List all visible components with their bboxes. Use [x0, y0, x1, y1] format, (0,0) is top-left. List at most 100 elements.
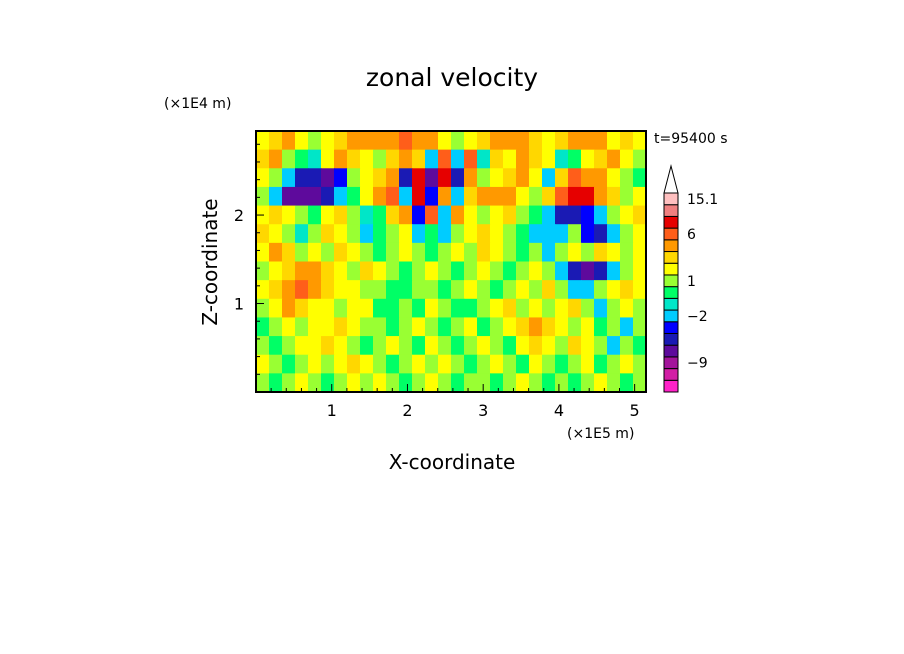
heatmap-cell [399, 336, 413, 356]
heatmap-cell [490, 131, 504, 151]
heatmap-cell [386, 317, 400, 337]
heatmap-cell [529, 131, 543, 151]
heatmap-cell [451, 168, 465, 188]
heatmap-cell [594, 373, 608, 393]
heatmap-cell [308, 317, 322, 337]
colorbar-swatch [663, 262, 679, 276]
heatmap-cell [321, 336, 335, 356]
heatmap-cell [529, 242, 543, 263]
heatmap-cell [477, 242, 491, 263]
heatmap-cell [399, 298, 413, 319]
colorbar-swatch [663, 368, 679, 381]
heatmap-cell [464, 336, 478, 356]
heatmap-cell [633, 317, 647, 337]
heatmap-cell [607, 149, 621, 169]
heatmap-cell [360, 261, 374, 281]
heatmap-cell [373, 354, 387, 374]
heatmap-cell [282, 336, 296, 356]
y-axis-title: Z-coordinate [198, 198, 222, 325]
heatmap-cell [542, 280, 556, 300]
heatmap-cell [399, 242, 413, 263]
colorbar-swatch [663, 356, 679, 370]
heatmap-cell [529, 354, 543, 374]
heatmap-cell [373, 280, 387, 300]
heatmap-cell [633, 261, 647, 281]
heatmap-cell [633, 298, 647, 319]
heatmap-cell [412, 205, 426, 225]
heatmap-cell [295, 317, 309, 337]
heatmap-cell [256, 131, 270, 151]
heatmap-cell [490, 354, 504, 374]
heatmap-cell [386, 168, 400, 188]
heatmap-cell [633, 373, 647, 393]
heatmap-cell [555, 186, 569, 207]
heatmap-cell [334, 317, 348, 337]
heatmap-cell [256, 186, 270, 207]
heatmap-cell [308, 168, 322, 188]
x-axis-title: X-coordinate [389, 450, 516, 474]
heatmap-cell [360, 186, 374, 207]
colorbar-swatch [663, 344, 679, 358]
heatmap-cell [321, 373, 335, 393]
heatmap-cell [516, 242, 530, 263]
heatmap-cell [256, 298, 270, 319]
heatmap-cell [373, 205, 387, 225]
heatmap-cell [334, 131, 348, 151]
heatmap-cell [477, 168, 491, 188]
heatmap-cell [568, 186, 582, 207]
heatmap-cell [516, 336, 530, 356]
heatmap-cell [438, 186, 452, 207]
heatmap-cell [464, 131, 478, 151]
heatmap-cell [477, 149, 491, 169]
heatmap-cell [490, 149, 504, 169]
heatmap-cell [620, 242, 634, 263]
heatmap-cell [607, 354, 621, 374]
heatmap-cell [347, 205, 361, 225]
heatmap-cell [516, 261, 530, 281]
colorbar-tick-label: −9 [687, 356, 708, 372]
heatmap-cell [529, 373, 543, 393]
heatmap-cell [412, 186, 426, 207]
heatmap-cell [438, 261, 452, 281]
heatmap-cell [503, 261, 517, 281]
colorbar-swatch [663, 274, 679, 288]
heatmap-cell [529, 317, 543, 337]
heatmap-cell [607, 186, 621, 207]
heatmap-cell [321, 131, 335, 151]
heatmap-cell [295, 149, 309, 169]
colorbar-legend: 15.1 6 1 −2 −9 [663, 164, 718, 393]
heatmap-cell [516, 186, 530, 207]
colorbar-tick-label: 6 [687, 227, 696, 243]
heatmap-cell [308, 186, 322, 207]
heatmap-cell [334, 168, 348, 188]
heatmap-cell [633, 186, 647, 207]
heatmap-cell [373, 336, 387, 356]
heatmap-cell [347, 261, 361, 281]
heatmap-cell [568, 336, 582, 356]
heatmap-cell [594, 336, 608, 356]
heatmap-cell [360, 149, 374, 169]
heatmap-cell [399, 280, 413, 300]
heatmap-cell [308, 242, 322, 263]
heatmap-cell [425, 373, 439, 393]
colorbar-swatch [663, 251, 679, 264]
heatmap-cell [581, 280, 595, 300]
heatmap-cell [321, 149, 335, 169]
heatmap-cell [490, 224, 504, 244]
heatmap-cell [555, 224, 569, 244]
heatmap-cell [542, 149, 556, 169]
heatmap-cell [503, 298, 517, 319]
colorbar-swatch [663, 286, 679, 299]
heatmap-cell [334, 242, 348, 263]
heatmap-cell [451, 354, 465, 374]
heatmap-cell [464, 242, 478, 263]
heatmap-cell [308, 280, 322, 300]
heatmap-cell [542, 336, 556, 356]
heatmap-cell [451, 261, 465, 281]
colorbar-tick-label: 15.1 [687, 192, 718, 208]
heatmap-cell [438, 298, 452, 319]
heatmap-cell [334, 224, 348, 244]
heatmap-cell [451, 280, 465, 300]
heatmap-cell [633, 149, 647, 169]
